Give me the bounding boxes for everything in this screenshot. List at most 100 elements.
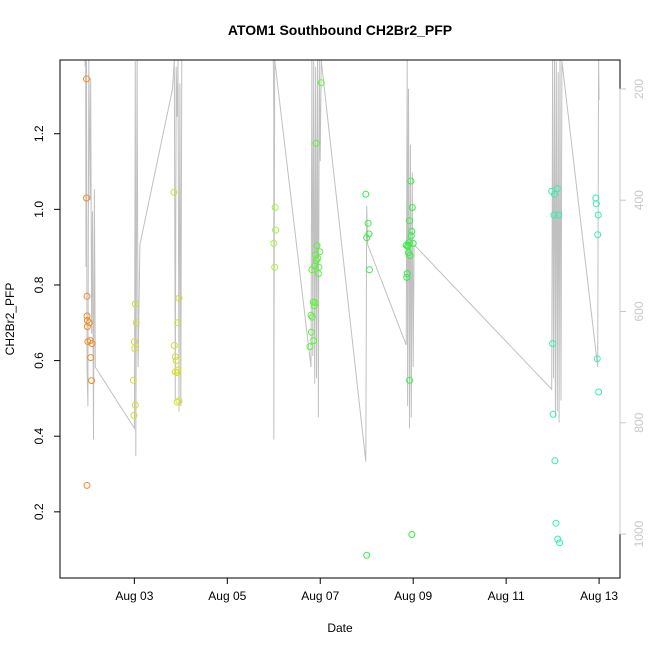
secondary-tick-label: 1000 bbox=[632, 520, 646, 547]
data-point bbox=[317, 79, 325, 87]
data-point bbox=[271, 204, 279, 211]
data-point bbox=[83, 323, 91, 331]
chart-title: ATOM1 Southbound CH2Br2_PFP bbox=[228, 22, 452, 38]
data-point bbox=[271, 263, 279, 271]
x-tick-label: Aug 05 bbox=[208, 589, 246, 603]
series-1 bbox=[83, 75, 96, 489]
secondary-tick-label: 200 bbox=[632, 79, 646, 99]
data-point bbox=[131, 300, 139, 308]
data-point bbox=[83, 292, 91, 300]
data-point bbox=[87, 354, 95, 362]
data-point bbox=[409, 239, 417, 247]
series-2 bbox=[129, 188, 183, 419]
data-point bbox=[316, 248, 324, 256]
data-point bbox=[554, 535, 562, 543]
data-point bbox=[175, 294, 183, 302]
data-point bbox=[362, 190, 370, 198]
data-point bbox=[173, 398, 181, 406]
data-point bbox=[83, 312, 91, 320]
x-tick-label: Aug 09 bbox=[394, 589, 432, 603]
data-point bbox=[270, 239, 278, 247]
data-point bbox=[555, 211, 563, 219]
data-point bbox=[366, 266, 373, 274]
x-tick-label: Aug 07 bbox=[301, 589, 339, 603]
x-axis-label: Date bbox=[327, 621, 353, 635]
secondary-tick-label: 600 bbox=[632, 301, 646, 321]
data-point bbox=[595, 388, 603, 396]
data-point bbox=[307, 311, 315, 319]
data-point bbox=[85, 319, 93, 327]
data-point bbox=[132, 319, 140, 327]
y-tick-label: 0.2 bbox=[32, 503, 46, 520]
series-3 bbox=[270, 204, 280, 271]
data-point bbox=[408, 204, 416, 211]
data-point bbox=[313, 242, 321, 250]
data-point bbox=[363, 551, 371, 559]
data-point bbox=[175, 397, 183, 405]
data-point bbox=[552, 519, 560, 527]
series-5 bbox=[362, 177, 417, 559]
data-point bbox=[592, 200, 600, 208]
data-point bbox=[406, 217, 413, 225]
data-point bbox=[306, 343, 314, 351]
y-tick-label: 0.8 bbox=[32, 276, 46, 293]
x-tick-label: Aug 13 bbox=[580, 589, 618, 603]
data-point bbox=[130, 411, 138, 419]
series-4 bbox=[306, 79, 325, 351]
data-point bbox=[131, 401, 139, 409]
x-tick-label: Aug 11 bbox=[488, 589, 525, 603]
data-point bbox=[408, 531, 416, 538]
data-point bbox=[310, 337, 318, 345]
data-point bbox=[365, 230, 373, 238]
data-point bbox=[314, 255, 322, 262]
secondary-tick-label: 800 bbox=[632, 412, 646, 432]
data-point bbox=[170, 342, 178, 349]
data-point bbox=[553, 185, 561, 193]
data-point bbox=[593, 355, 601, 363]
series-6 bbox=[548, 185, 603, 547]
axes-layer: Aug 03 Aug 05 Aug 07 Aug 09 Aug 11 Aug 13 0.2 0… bbox=[32, 79, 646, 603]
y-tick-label: 0.4 bbox=[32, 428, 46, 445]
y-tick-label: 1.2 bbox=[32, 125, 46, 142]
data-point bbox=[405, 239, 413, 247]
data-point bbox=[83, 75, 90, 83]
data-point bbox=[131, 345, 139, 352]
data-point bbox=[407, 232, 415, 240]
data-point bbox=[594, 231, 602, 239]
data-point bbox=[363, 234, 371, 242]
secondary-tick-label: 400 bbox=[632, 190, 646, 210]
data-point bbox=[314, 270, 322, 278]
data-point bbox=[313, 256, 320, 264]
data-point bbox=[408, 227, 416, 235]
data-point bbox=[403, 273, 411, 281]
data-point bbox=[407, 177, 415, 185]
data-point bbox=[174, 366, 182, 374]
data-point bbox=[88, 340, 96, 348]
data-point bbox=[272, 226, 280, 234]
data-point bbox=[550, 211, 558, 219]
data-point bbox=[88, 377, 96, 385]
data-point bbox=[172, 357, 180, 365]
data-point bbox=[551, 190, 558, 198]
data-point bbox=[129, 376, 137, 384]
y-axis-label: CH2Br2_PFP bbox=[3, 283, 17, 356]
data-point bbox=[549, 340, 557, 348]
y-tick-label: 0.6 bbox=[32, 352, 46, 369]
data-point bbox=[83, 481, 91, 489]
data-point bbox=[307, 328, 315, 336]
data-point bbox=[364, 219, 372, 227]
x-tick-label: Aug 03 bbox=[115, 589, 153, 603]
data-point bbox=[174, 319, 182, 327]
data-point bbox=[83, 194, 90, 202]
data-point bbox=[406, 376, 413, 384]
data-point bbox=[312, 139, 320, 147]
data-point bbox=[549, 410, 557, 418]
data-point bbox=[403, 270, 411, 278]
data-point bbox=[170, 188, 178, 196]
data-point bbox=[551, 457, 559, 465]
data-point bbox=[406, 252, 414, 259]
data-point bbox=[556, 539, 564, 547]
data-point bbox=[311, 299, 319, 307]
